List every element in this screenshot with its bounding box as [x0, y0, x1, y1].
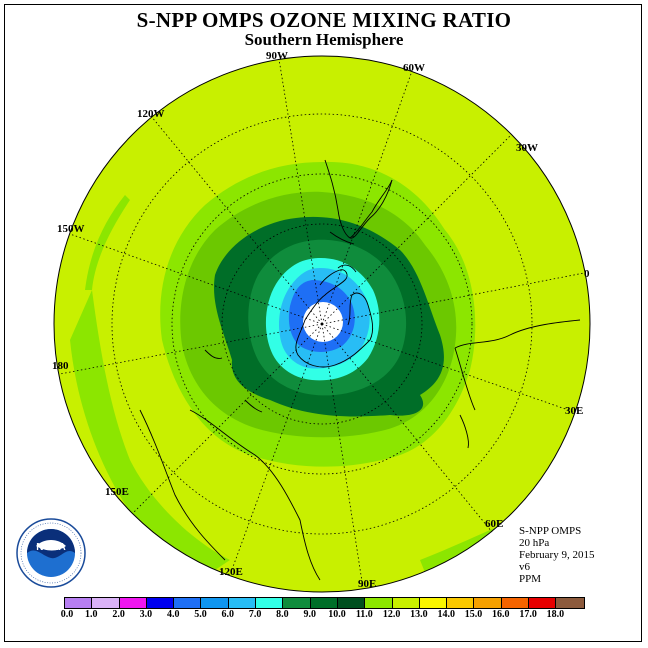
lon-label-90e: 90E	[358, 578, 377, 590]
colorbar-tick-label: 13.0	[410, 609, 428, 620]
lon-label-180: 180	[52, 360, 69, 372]
colorbar-tick-label: 15.0	[464, 609, 483, 620]
colorbar-swatch	[392, 598, 420, 608]
info-date: February 9, 2015	[519, 549, 595, 561]
info-units: PPM	[519, 573, 542, 585]
latitude-circle-60	[221, 223, 423, 425]
meridian-120e	[229, 323, 323, 576]
colorbar-swatch	[447, 598, 475, 608]
meridian-90w	[278, 58, 323, 325]
colorbar-swatch	[556, 598, 584, 608]
lon-label-60e: 60E	[485, 518, 504, 530]
meridian-150w	[69, 233, 323, 325]
meridian-60w	[321, 70, 413, 325]
colorbar-tick-label: 12.0	[382, 609, 401, 620]
coastlines	[139, 159, 581, 581]
africa-coast	[454, 319, 581, 349]
map-title: S-NPP OMPS OZONE MIXING RATIO	[136, 8, 512, 32]
tierra-del-fuego	[329, 231, 355, 245]
colorbar-tick-label: 18.0	[546, 609, 565, 620]
colorbar-swatch	[146, 598, 175, 608]
colorbar-swatch	[174, 598, 202, 608]
colorbar-tick-label: 17.0	[519, 609, 537, 620]
lon-label-150e: 150E	[105, 486, 129, 498]
level-10-11-outer-band	[70, 290, 230, 580]
colorbar-tick-label: 4.0	[166, 609, 180, 620]
level-10-11-edge-left	[85, 195, 130, 290]
meridian-90e	[321, 323, 364, 589]
colorbar-swatch	[419, 598, 448, 608]
colorbar-tick-label: 1.0	[85, 609, 98, 620]
colorbar-tick-label: 16.0	[492, 609, 510, 620]
colorbar-tick-label: 3.0	[139, 609, 153, 620]
antarctic-peninsula	[337, 264, 357, 273]
colorbar-swatch	[337, 598, 366, 608]
patagonia-coast	[349, 179, 393, 239]
lon-label-30w: 30W	[516, 142, 538, 154]
colorbar-tick-label: 0.0	[60, 609, 74, 620]
colorbar	[64, 597, 585, 609]
map-boundary	[53, 55, 591, 593]
lon-label-60w: 60W	[403, 62, 425, 74]
colorbar-swatch	[283, 598, 311, 608]
info-product: S-NPP OMPS	[519, 525, 582, 537]
meridian-30w	[321, 134, 512, 325]
colorbar-swatch	[256, 598, 284, 608]
new-zealand-coast	[139, 409, 226, 561]
lon-label-150w: 150W	[57, 223, 85, 235]
colorbar-tick-label: 6.0	[221, 609, 235, 620]
antarctica-coast	[295, 269, 374, 368]
lon-label-90w: 90W	[266, 50, 288, 62]
colorbar-swatch	[365, 598, 393, 608]
product-info: S-NPP OMPS 20 hPa February 9, 2015 v6 PP…	[519, 525, 594, 585]
madagascar	[459, 414, 469, 449]
africa-east-coast	[454, 347, 476, 411]
colorbar-swatch	[65, 598, 93, 608]
latitude-circle-30	[111, 113, 533, 535]
tasmania-coast	[204, 349, 223, 359]
map-subtitle: Southern Hemisphere	[244, 30, 404, 49]
info-version: v6	[519, 561, 530, 573]
colorbar-swatch	[201, 598, 229, 608]
meridian-30e	[321, 323, 575, 413]
noaa-logo-text: NOAA	[36, 542, 65, 553]
noaa-logo-icon: NOAA	[16, 518, 86, 588]
colorbar-tick-label: 11.0	[355, 609, 373, 620]
colorbar-tick-label: 10.0	[328, 609, 346, 620]
colorbar-swatch	[228, 598, 257, 608]
colorbar-tick-label: 5.0	[194, 609, 207, 620]
colorbar-swatch	[92, 598, 120, 608]
graticule	[59, 58, 585, 589]
info-level: 20 hPa	[519, 537, 550, 549]
lon-label-120e: 120E	[219, 566, 243, 578]
colorbar-swatch	[501, 598, 530, 608]
australia-coast	[189, 409, 321, 581]
lon-label-0: 0	[584, 268, 590, 280]
meridian-0	[321, 272, 585, 325]
meridian-150e	[133, 323, 323, 513]
no-data-polar-cap	[303, 302, 343, 342]
lon-label-30e: 30E	[565, 405, 584, 417]
colorbar-swatch	[119, 598, 147, 608]
latitude-circle-45	[171, 173, 473, 475]
meridian-120w	[150, 115, 323, 325]
meridian-60e	[321, 323, 493, 533]
figure-frame	[4, 4, 642, 642]
lon-label-120w: 120W	[137, 108, 165, 120]
colorbar-swatch	[529, 598, 557, 608]
colorbar-tick-label: 14.0	[437, 609, 455, 620]
meridian-180	[59, 323, 323, 375]
colorbar-tick-label: 7.0	[248, 609, 262, 620]
colorbar-swatch	[310, 598, 338, 608]
colorbar-tick-label: 2.0	[112, 609, 125, 620]
island-coast	[244, 399, 263, 413]
colorbar-swatch	[474, 598, 502, 608]
colorbar-tick-label: 9.0	[303, 609, 316, 620]
colorbar-tick-label: 8.0	[276, 609, 289, 620]
